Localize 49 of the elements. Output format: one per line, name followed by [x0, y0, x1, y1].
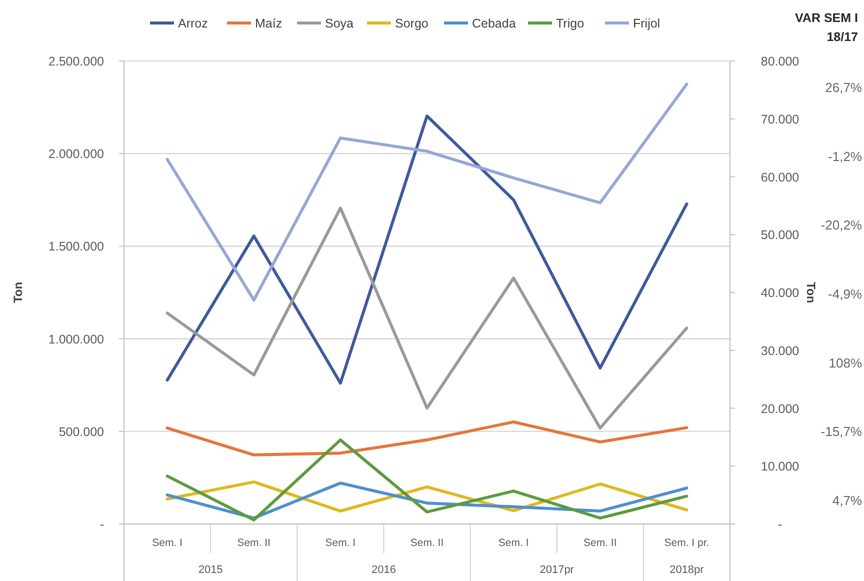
y-tick-label: 2.000.000: [48, 147, 104, 162]
x-tick-label: Sem. I: [325, 537, 356, 549]
y-tick-label: 2.500.000: [48, 54, 104, 68]
line-series: [166, 420, 688, 456]
y2-tick-label: 10.000: [760, 460, 800, 474]
text: 2018pr: [670, 564, 704, 576]
y-tick-label: 1.500.000: [48, 240, 104, 254]
y2-tick-label: 20.000: [760, 402, 800, 416]
text: 2015: [198, 564, 223, 576]
line-series: [166, 482, 688, 520]
text: -15,7%: [820, 424, 862, 440]
legend-label: Cebada: [472, 16, 516, 30]
y2-tick-label: 80.000: [760, 54, 800, 68]
text: 26,7%: [825, 80, 862, 95]
text: VAR SEM I 18/17: [795, 11, 858, 44]
legend-label: Arroz: [178, 16, 208, 30]
text: -4,9%: [828, 286, 862, 302]
y2-tick-label: 40.000: [760, 286, 800, 300]
x-tick-label: Sem. I pr.: [664, 537, 710, 549]
x-tick-label: Sem. II: [237, 537, 270, 549]
legend-label: Trigo: [556, 16, 584, 30]
line-series: [166, 206, 688, 430]
y-tick-label: -: [100, 518, 104, 532]
text: 4,7%: [832, 493, 862, 508]
legend-label: Soya: [325, 16, 354, 30]
y-axis-title: Ton: [11, 282, 25, 304]
legend-label: Maíz: [255, 16, 282, 30]
text: 108%: [828, 355, 862, 370]
y2-tick-label: 50.000: [760, 228, 800, 242]
line-series: [166, 114, 688, 385]
x-tick-label: Sem. II: [584, 537, 617, 549]
y-tick-label: 500.000: [58, 424, 104, 439]
y2-axis-title: Ton: [804, 282, 818, 304]
text: -20,2%: [820, 218, 862, 233]
line-series: [166, 82, 688, 302]
y2-tick-label: 60.000: [760, 170, 800, 184]
line-series: [166, 438, 688, 522]
y2-tick-label: 30.000: [760, 344, 800, 358]
legend-label: Sorgo: [395, 16, 428, 30]
y2-tick-label: -: [778, 518, 782, 532]
y-tick-label: 1.000.000: [48, 332, 104, 346]
x-tick-label: Sem. I: [498, 537, 529, 549]
y2-tick-label: 70.000: [760, 112, 800, 126]
x-tick-label: Sem. I: [152, 537, 182, 549]
text: 2016: [371, 564, 396, 576]
legend-label: Frijol: [633, 16, 660, 30]
text: 2017pr: [540, 564, 574, 576]
text: -1,2%: [828, 148, 862, 164]
x-tick-label: Sem. II: [410, 537, 444, 549]
